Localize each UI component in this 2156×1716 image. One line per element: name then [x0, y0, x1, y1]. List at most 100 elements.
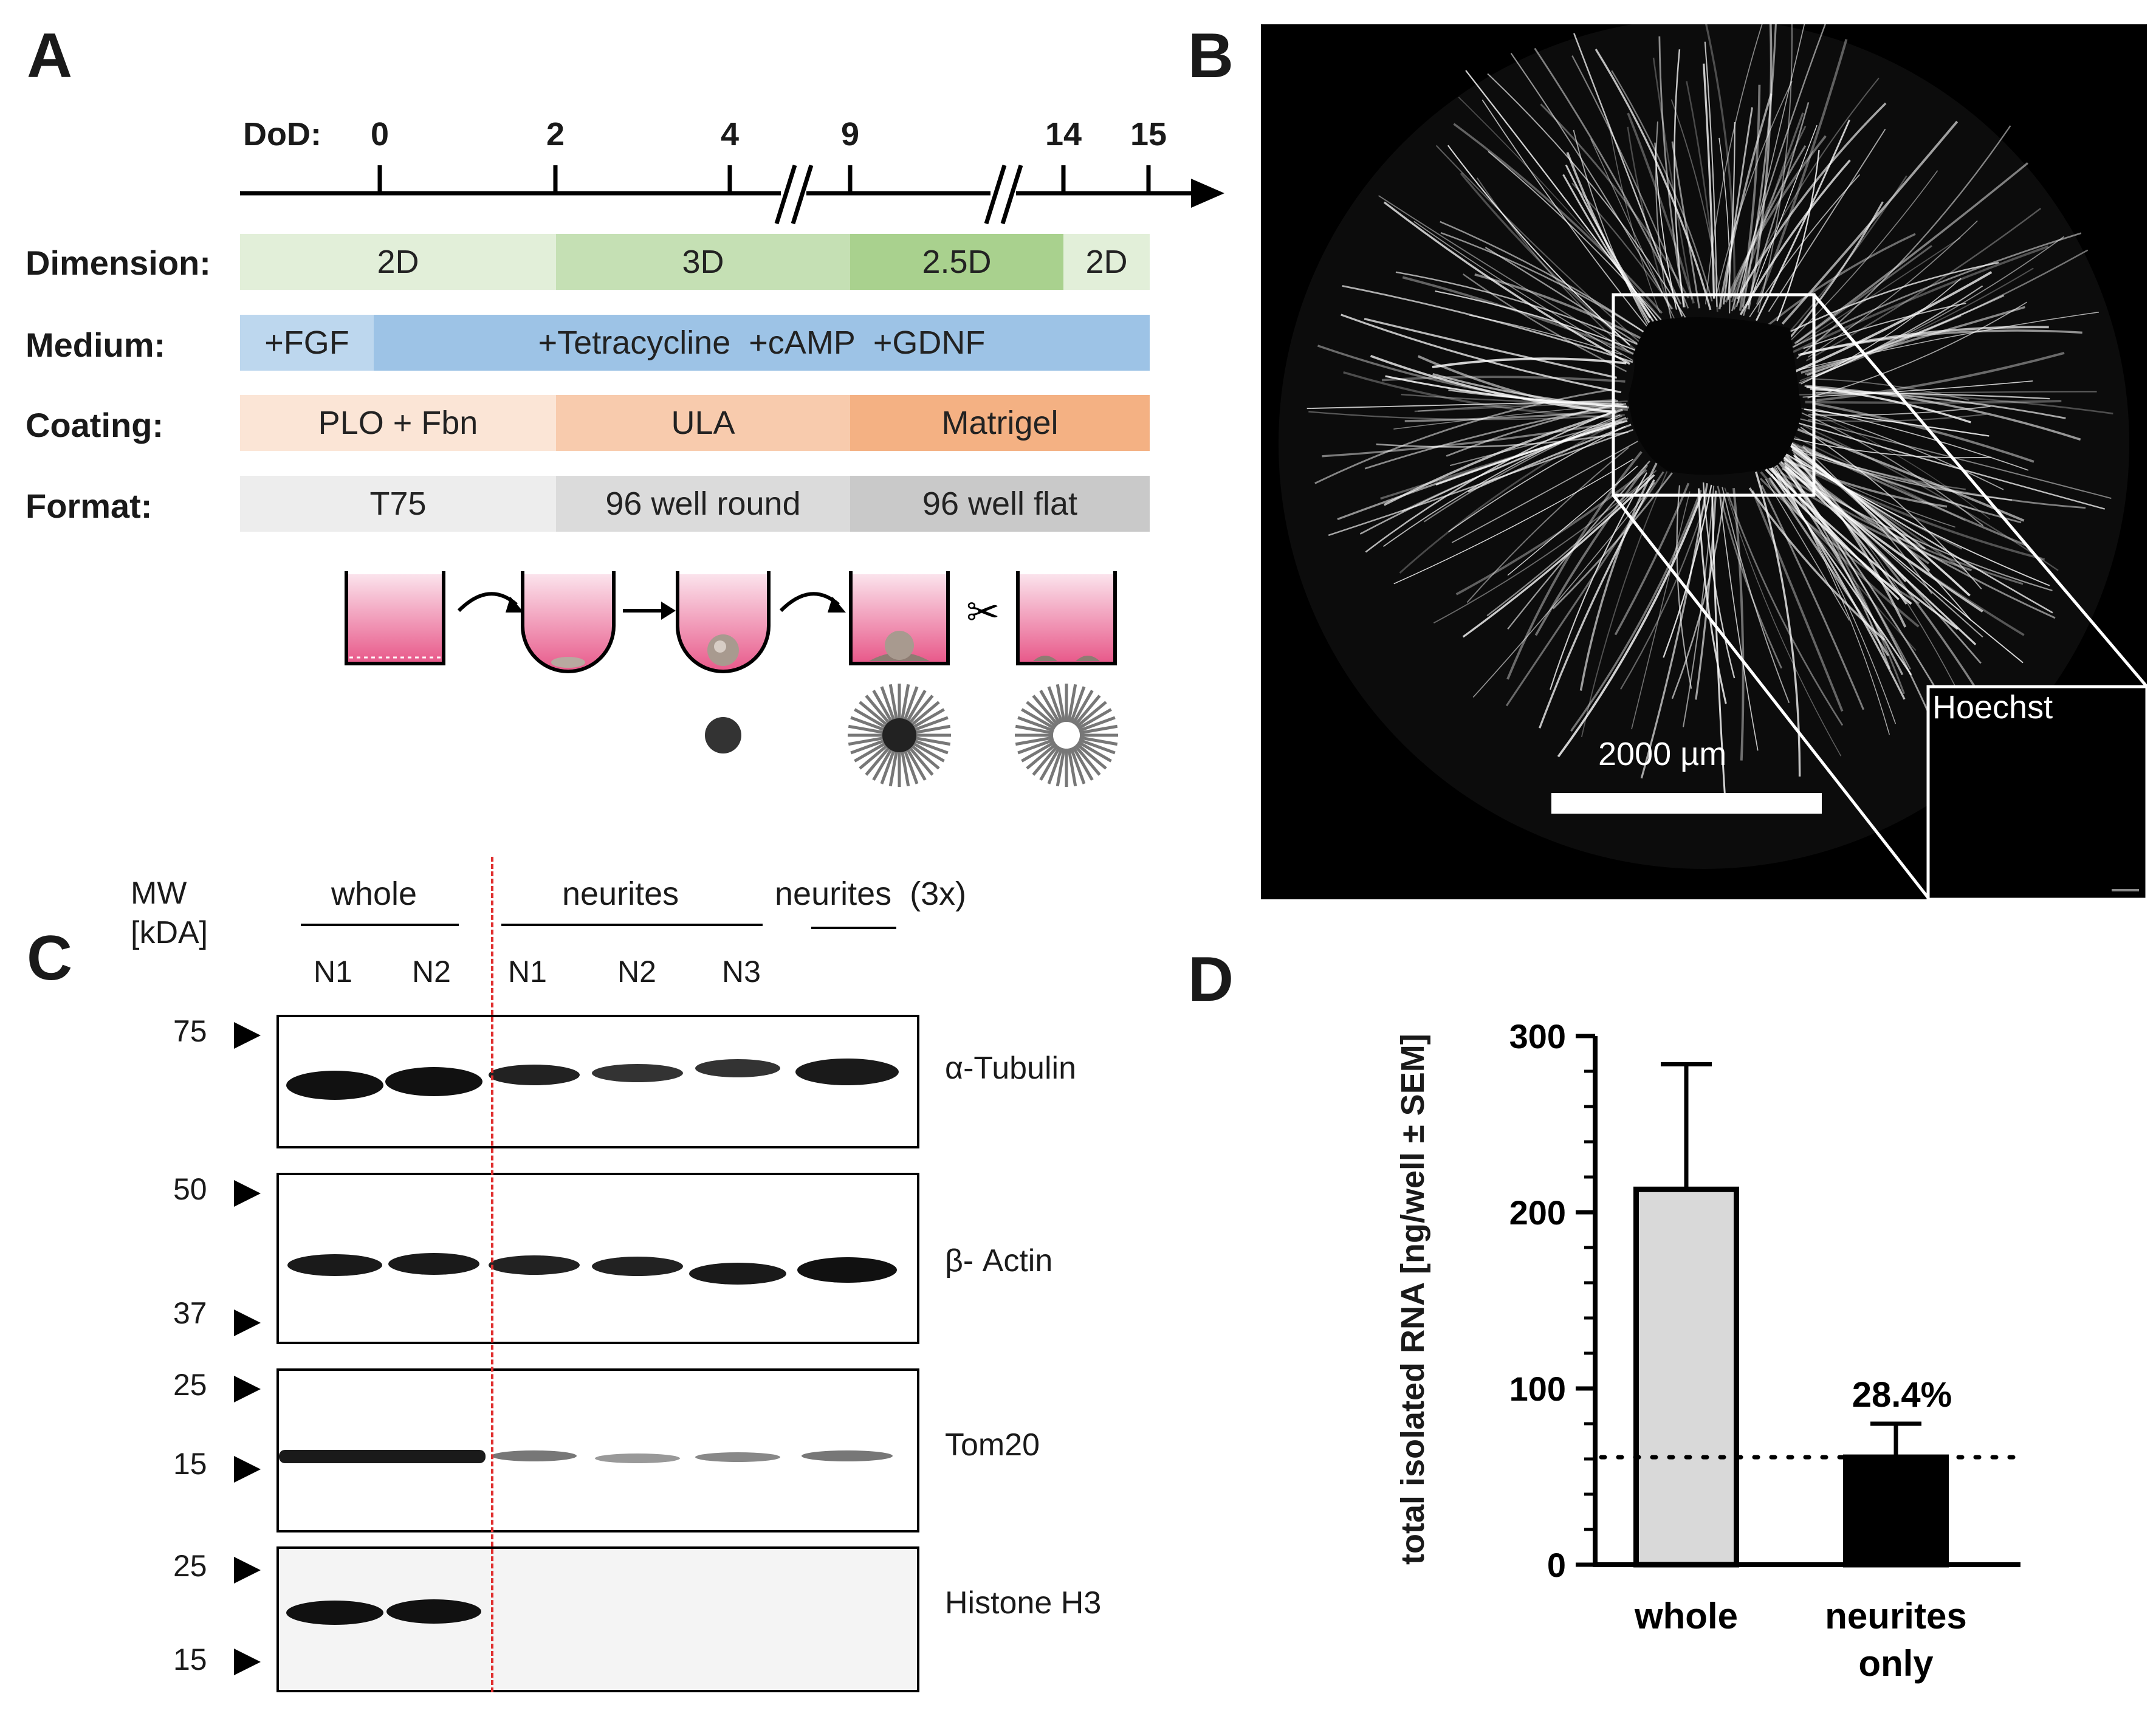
blot-beta-actin — [276, 1173, 919, 1344]
y-axis-label: total isolated RNA [ng/well ± SEM] — [1395, 1034, 1431, 1565]
coating-segment: PLO + Fbn — [240, 395, 556, 451]
divider-dashed-line — [491, 857, 493, 1692]
well-flat-neurites-icon — [1016, 571, 1117, 665]
panel-label-b: B — [1188, 21, 1234, 91]
scissors-icon: ✂ — [966, 589, 1000, 636]
band — [386, 1599, 481, 1624]
mw-marker: 15 — [173, 1447, 207, 1481]
group-label-whole: whole — [331, 876, 417, 912]
band — [592, 1257, 683, 1276]
dimension-segment: 3D — [556, 234, 850, 290]
bar — [1843, 1454, 1949, 1568]
band — [286, 1071, 383, 1100]
row-label-medium: Medium: — [26, 326, 166, 364]
row-label-format: Format: — [26, 487, 153, 525]
group-line — [811, 927, 896, 929]
y-tick-label: 200 — [1509, 1193, 1566, 1232]
marker-arrow-icon — [234, 1180, 261, 1207]
lane-label: N1 — [314, 955, 352, 989]
blot-label: Tom20 — [945, 1427, 1040, 1463]
band — [489, 1255, 580, 1275]
x-category-label: neurites only — [1825, 1596, 1966, 1684]
marker-arrow-icon — [234, 1557, 261, 1584]
band — [279, 1450, 486, 1463]
timeline-label: DoD: — [243, 116, 321, 153]
coating-segment: Matrigel — [850, 395, 1150, 451]
band — [695, 1059, 780, 1077]
hoechst-inset — [1926, 685, 2147, 899]
band — [287, 1254, 382, 1276]
inset-label: Hoechst — [1932, 689, 2053, 726]
protocol-schematic: ✂ — [345, 571, 1118, 787]
band — [388, 1253, 479, 1275]
x-category-label: whole — [1634, 1596, 1738, 1636]
blot-alpha-tubulin — [276, 1015, 919, 1148]
group-label-neurites: neurites — [562, 876, 679, 912]
percent-annotation: 28.4% — [1852, 1375, 1952, 1415]
timeline-tick-label: 9 — [840, 116, 860, 153]
spheroid-with-neurites-icon — [848, 684, 951, 787]
format-segment: 96 well flat — [850, 476, 1150, 532]
lane-label: N2 — [412, 955, 451, 989]
row-label-dimension: Dimension: — [26, 244, 211, 282]
timeline-tick-label: 14 — [1045, 116, 1082, 153]
band — [795, 1059, 899, 1085]
band — [595, 1453, 680, 1463]
mw-marker: 50 — [173, 1172, 207, 1206]
well-round-spheroid-icon — [676, 571, 771, 673]
well-flat-spheroid-icon — [849, 571, 950, 665]
marker-arrow-icon — [234, 1376, 261, 1402]
microscopy-image — [1261, 24, 2147, 899]
group-line — [301, 924, 459, 926]
marker-arrow-icon — [234, 1649, 261, 1675]
band — [492, 1450, 577, 1461]
y-tick-label: 0 — [1547, 1546, 1566, 1584]
band — [286, 1601, 383, 1625]
lane-label: N3 — [722, 955, 761, 989]
neurite-fibers — [1306, 24, 2113, 810]
group-label-neurites-3x: neurites (3x) — [775, 876, 967, 912]
blot-label: α-Tubulin — [945, 1051, 1076, 1086]
rna-bar-chart: 0 100 200 300 28.4% whole neurites only — [1509, 1017, 2020, 1684]
blot-histone-h3 — [276, 1546, 919, 1692]
blot-label: β- Actin — [945, 1243, 1053, 1278]
dimension-segment: 2D — [240, 234, 556, 290]
marker-arrow-icon — [234, 1309, 261, 1336]
mw-marker: 75 — [173, 1014, 207, 1048]
blot-tom20 — [276, 1368, 919, 1532]
y-tick-label: 300 — [1509, 1017, 1566, 1055]
neurites-only-icon — [1015, 684, 1118, 787]
mw-header: MW — [131, 876, 187, 911]
lane-label: N2 — [617, 955, 656, 989]
mw-marker: 25 — [173, 1368, 207, 1402]
marker-arrow-icon — [234, 1456, 261, 1483]
group-line — [501, 924, 763, 926]
scale-bar-label: 2000 µm — [1598, 736, 1727, 772]
band — [385, 1067, 482, 1096]
band — [797, 1257, 897, 1283]
format-segment: T75 — [240, 476, 556, 532]
well-t75-icon — [345, 571, 445, 665]
bar — [1633, 1186, 1739, 1568]
timeline-axis — [240, 164, 1224, 225]
timeline-tick-label: 2 — [546, 116, 565, 153]
medium-segment: +Tetracycline +cAMP +GDNF — [374, 315, 1150, 371]
y-tick-label: 100 — [1509, 1370, 1566, 1408]
band — [695, 1452, 780, 1462]
mw-header-unit: [kDA] — [131, 915, 208, 950]
band — [802, 1450, 893, 1461]
timeline-tick-label: 4 — [720, 116, 740, 153]
timeline-tick-label: 0 — [370, 116, 390, 153]
panel-label-c: C — [27, 923, 73, 994]
row-label-coating: Coating: — [26, 406, 164, 444]
mw-marker: 15 — [173, 1642, 207, 1677]
marker-arrow-icon — [234, 1022, 261, 1049]
mw-marker: 37 — [173, 1296, 207, 1330]
spheroid-icon — [705, 717, 741, 753]
panel-label-a: A — [27, 21, 73, 91]
well-round-icon — [521, 571, 616, 673]
blot-label: Histone H3 — [945, 1585, 1102, 1621]
zoom-box — [1612, 293, 1816, 497]
panel-label-d: D — [1188, 944, 1234, 1015]
dimension-segment: 2D — [1063, 234, 1150, 290]
